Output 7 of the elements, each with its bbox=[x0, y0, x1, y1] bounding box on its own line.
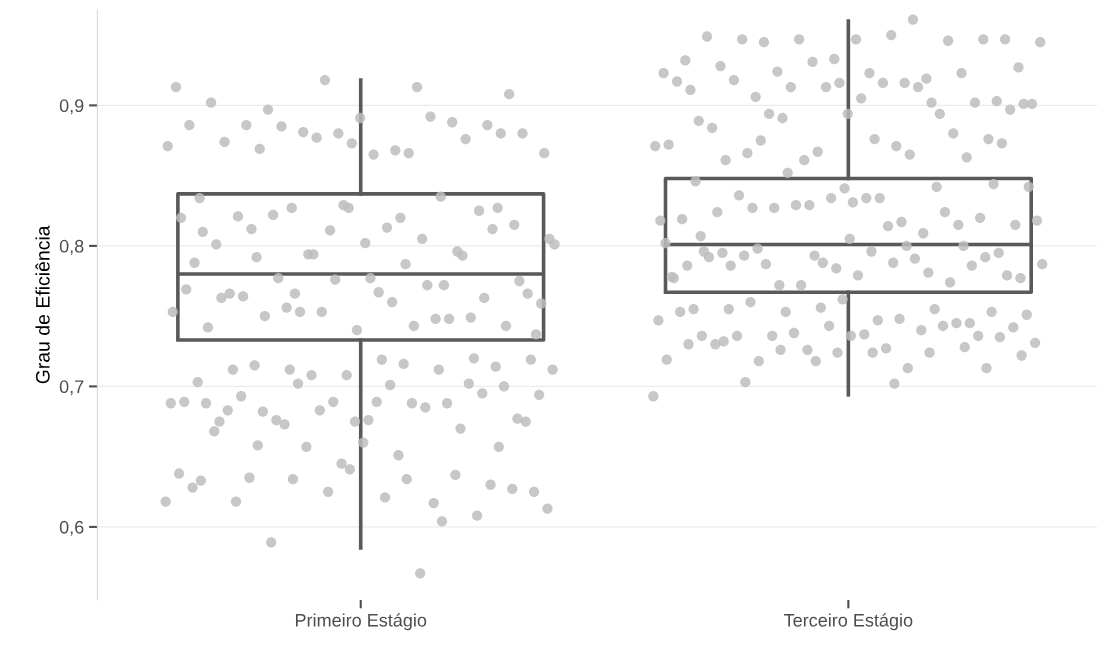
y-axis-title: Grau de Eficiência bbox=[35, 225, 50, 384]
y-tick-label: 0,6 bbox=[59, 520, 84, 536]
y-tick-label: 0,8 bbox=[59, 239, 84, 255]
y-tick-label: 0,7 bbox=[59, 380, 84, 396]
x-tick-label: Primeiro Estágio bbox=[295, 613, 427, 631]
x-tick-label: Terceiro Estágio bbox=[784, 613, 913, 631]
y-tick-label: 0,9 bbox=[59, 99, 84, 115]
